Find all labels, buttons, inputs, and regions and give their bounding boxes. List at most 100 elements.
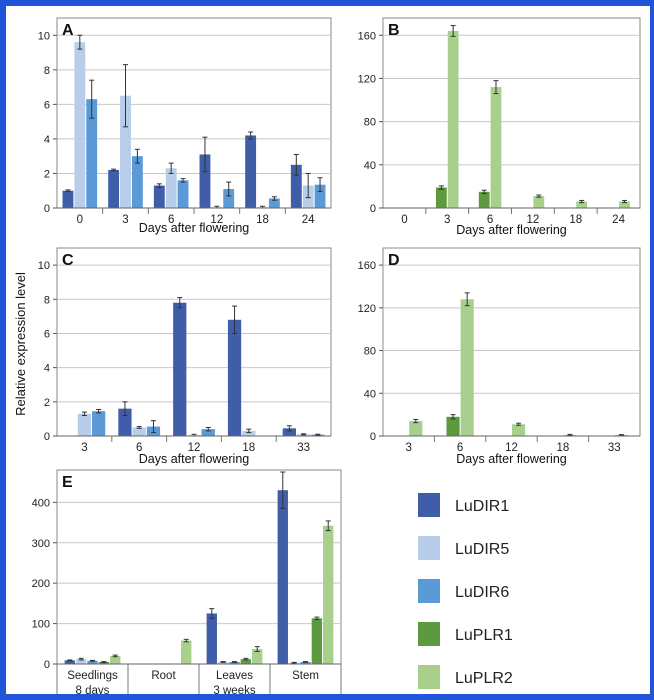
panel-c-y-tick-label: 2 — [44, 397, 50, 409]
legend-label-ludir1: LuDIR1 — [455, 498, 509, 515]
panel-e-bar-luplr1 — [240, 659, 252, 664]
panel-e-x-tick-label: Leaves — [216, 670, 253, 682]
panel-c-bar-ludir6 — [92, 411, 106, 436]
panel-c-y-tick-label: 8 — [44, 294, 50, 306]
panel-a-bar-ludir6 — [86, 99, 98, 208]
panel-e-bar-luplr2 — [252, 649, 263, 664]
panel-c-bar-ludir5 — [77, 413, 92, 436]
panel-a-bar-ludir6 — [314, 184, 326, 208]
panel-c-bar-ludir5 — [132, 427, 146, 436]
panel-a-y-tick-label: 4 — [44, 134, 50, 146]
panel-a-plot-area — [56, 17, 332, 209]
panel-a-bar-ludir1 — [290, 164, 302, 208]
panel-b-y-tick-label: 0 — [370, 203, 376, 215]
panel-e: 0 100 200 300 400 E Seedlings Root Leaves Stem 8 d… — [32, 469, 342, 698]
panel-e-bar-luplr2 — [323, 525, 334, 664]
panel-a-y-tick-label: 8 — [44, 65, 50, 77]
panel-e-bar-ludir5 — [75, 659, 87, 664]
panel-a-bar-ludir1 — [199, 154, 211, 208]
panel-b-bar-luplr2 — [576, 201, 588, 208]
panel-e-bar-ludir6 — [300, 661, 311, 664]
panel-c-y-tick-label: 4 — [44, 363, 50, 375]
panel-b-x-tick-label: 0 — [401, 214, 407, 226]
panel-c-bar-ludir1 — [118, 408, 132, 436]
panel-b-x-tick-label: 24 — [612, 214, 625, 226]
panel-c-y-tick-label: 10 — [38, 260, 50, 272]
panel-d-x-tick-label: 6 — [457, 442, 463, 454]
panel-e-bar-luplr2 — [181, 640, 192, 664]
panel-e-bar-luplr2 — [110, 655, 121, 664]
panel-d-y-tick-label: 40 — [364, 388, 376, 400]
legend-swatch-luplr1 — [418, 622, 440, 646]
panel-b-bar-luplr2 — [490, 87, 502, 208]
panel-a-x-tick-label: 18 — [256, 214, 269, 226]
panel-c-y-tick-label: 0 — [44, 431, 50, 443]
panel-e-bar-ludir5 — [217, 661, 229, 664]
panel-a-x-tick-label: 6 — [168, 214, 174, 226]
panel-b-bar-luplr1 — [435, 187, 447, 208]
panel-d-x-axis-label: Days after flowering — [456, 452, 567, 466]
panel-d-bar-luplr2 — [512, 424, 526, 436]
panel-d-bar-luplr1 — [446, 416, 460, 436]
panel-c: 0 2 4 6 8 10 C 3 6 12 18 33 Days after flowering — [38, 247, 332, 466]
panel-a-label: A — [62, 22, 74, 39]
panel-c-x-tick-label: 6 — [136, 442, 142, 454]
legend-label-ludir5: LuDIR5 — [455, 541, 509, 558]
legend-swatch-ludir6 — [418, 579, 440, 603]
panel-c-x-tick-label: 33 — [297, 442, 310, 454]
panel-d-y-tick-label: 80 — [364, 346, 376, 358]
panel-c-x-tick-label: 18 — [242, 442, 255, 454]
panel-b-label: B — [388, 22, 400, 39]
panel-e-bar-ludir1 — [277, 490, 288, 664]
legend: LuDIR1 LuDIR5 LuDIR6 LuPLR1 LuPLR2 — [418, 493, 513, 689]
legend-label-luplr2: LuPLR2 — [455, 670, 513, 687]
panel-a-bar-ludir1 — [62, 190, 74, 208]
panel-a-bar-ludir5 — [120, 95, 131, 208]
legend-label-luplr1: LuPLR1 — [455, 627, 513, 644]
panel-a-bar-ludir6 — [268, 198, 280, 208]
panel-d-bar-luplr2 — [460, 299, 474, 436]
panel-e-plot-area — [56, 469, 342, 665]
panel-b-x-axis-label: Days after flowering — [456, 223, 567, 237]
panel-b-bar-luplr1 — [478, 191, 490, 208]
panel-b-bar-luplr2 — [533, 196, 545, 208]
panel-a-bar-ludir6 — [177, 180, 189, 208]
panel-c-label: C — [62, 252, 74, 269]
panel-a-bar-ludir1 — [245, 135, 257, 208]
panel-b-bar-luplr2 — [447, 30, 459, 209]
panel-a-bar-ludir6 — [223, 189, 235, 208]
legend-swatch-ludir1 — [418, 493, 440, 517]
panel-d-plot-area — [382, 247, 641, 437]
legend-swatch-luplr2 — [418, 665, 440, 689]
panel-b-x-tick-label: 12 — [527, 214, 540, 226]
panel-c-bar-ludir1 — [282, 428, 296, 436]
panel-d-bar-luplr2 — [409, 421, 423, 436]
panel-c-x-axis-label: Days after flowering — [139, 452, 250, 466]
panel-a-y-tick-label: 0 — [44, 203, 50, 215]
panel-a-y-tick-label: 2 — [44, 168, 50, 180]
panel-b-bar-luplr2 — [619, 201, 630, 208]
legend-label-ludir6: LuDIR6 — [455, 584, 509, 601]
panel-e-bar-ludir6 — [229, 661, 240, 664]
panel-c-x-tick-label: 12 — [188, 442, 201, 454]
panel-b-x-tick-label: 18 — [569, 214, 582, 226]
panel-e-y-tick-label: 200 — [32, 578, 50, 590]
panel-a-bar-ludir1 — [108, 170, 120, 208]
panel-e-y-tick-label: 400 — [32, 497, 50, 509]
panel-a-bar-ludir5 — [165, 168, 177, 208]
panel-a-bar-ludir6 — [131, 156, 143, 208]
panel-e-y-tick-label: 300 — [32, 538, 50, 550]
panel-b: 0 40 80 120 160 B 0 3 6 12 18 24 Days after flowerin… — [358, 17, 641, 237]
panel-b-y-tick-label: 160 — [358, 30, 376, 42]
panel-d-y-tick-label: 0 — [370, 431, 376, 443]
panel-a-x-tick-label: 3 — [122, 214, 128, 226]
panel-c-bar-ludir5 — [242, 430, 256, 436]
panel-e-x-tick-label: Root — [151, 670, 176, 682]
panel-b-x-tick-label: 3 — [444, 214, 450, 226]
panel-e-x-tick-label: Stem — [292, 670, 319, 682]
panel-c-y-tick-label: 6 — [44, 328, 50, 340]
panel-e-bar-luplr1 — [311, 618, 323, 664]
